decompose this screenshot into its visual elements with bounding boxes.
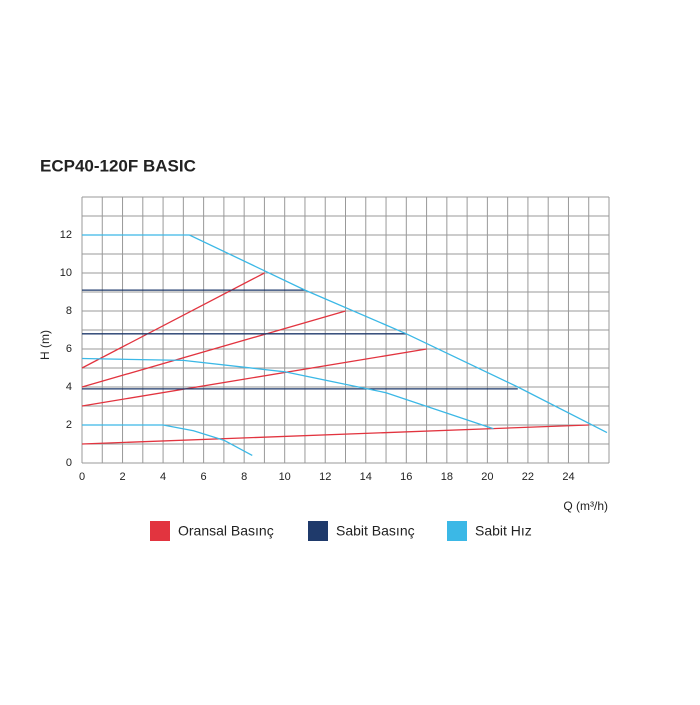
curve [81,424,589,445]
y-tick-label: 8 [66,305,72,317]
curve [81,272,265,369]
x-tick-label: 10 [279,471,291,483]
chart-title: ECP40-120F BASIC [40,156,196,175]
x-tick-label: 8 [241,471,247,483]
y-tick-label: 10 [60,267,72,279]
x-tick-label: 4 [160,471,166,483]
x-tick-label: 14 [360,471,372,483]
x-tick-label: 24 [562,471,574,483]
y-tick-label: 0 [66,457,72,469]
y-tick-label: 6 [66,343,72,355]
x-tick-label: 2 [119,471,125,483]
legend-swatch [150,521,170,541]
x-tick-label: 6 [201,471,207,483]
y-tick-label: 2 [66,419,72,431]
curve [81,357,494,430]
x-tick-label: 12 [319,471,331,483]
y-axis-label: H (m) [38,330,52,360]
y-tick-label: 4 [66,381,72,393]
x-tick-label: 22 [522,471,534,483]
legend-label: Sabit Basınç [336,523,415,539]
curve [82,234,608,434]
x-tick-label: 20 [481,471,493,483]
legend-label: Sabit Hız [475,523,532,539]
x-tick-label: 16 [400,471,412,483]
legend-label: Oransal Basınç [178,523,274,539]
legend-swatch [447,521,467,541]
x-tick-label: 0 [79,471,85,483]
legend-swatch [308,521,328,541]
curve [81,310,346,388]
x-tick-label: 18 [441,471,453,483]
y-tick-label: 12 [60,229,72,241]
curve [82,424,253,456]
curve [81,348,427,407]
x-axis-label: Q (m³/h) [563,499,608,513]
